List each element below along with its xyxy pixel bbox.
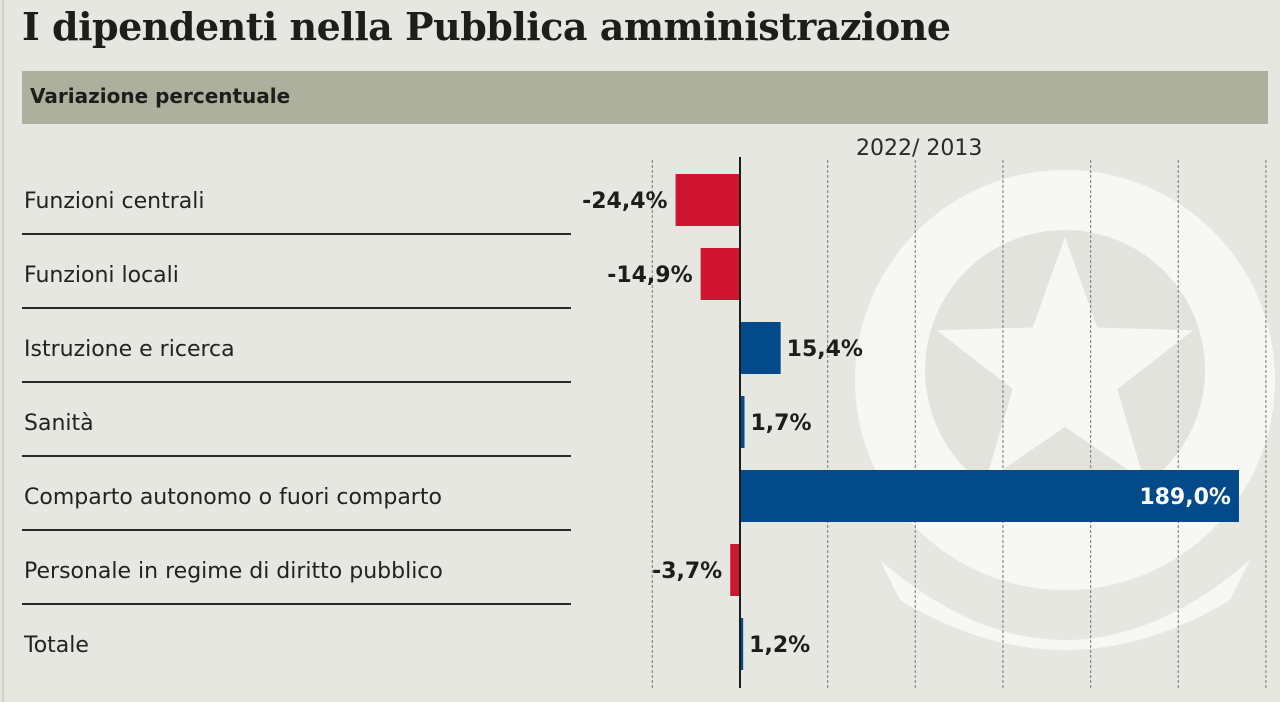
category-label: Istruzione e ricerca: [24, 337, 235, 362]
period-label: 2022/ 2013: [856, 136, 983, 161]
value-label: 189,0%: [1139, 485, 1231, 510]
subtitle-band: Variazione percentuale: [22, 71, 1268, 124]
bar: [700, 248, 740, 300]
bars: -24,4% -14,9% 15,4% 1,7% 189,0% -3,7% 1,2%: [582, 174, 1239, 670]
value-label: -24,4%: [582, 189, 667, 214]
category-label: Funzioni locali: [24, 263, 179, 288]
bar: [740, 618, 744, 670]
value-label: 15,4%: [787, 337, 863, 362]
category-rows: Funzioni centrali Funzioni locali Istruzio…: [22, 189, 571, 658]
emblem-watermark: [855, 170, 1275, 650]
value-label: 1,2%: [749, 633, 810, 658]
category-label: Totale: [23, 633, 89, 658]
bar: [740, 322, 781, 374]
value-label: 1,7%: [750, 411, 811, 436]
emblem-ribbon: [880, 560, 1250, 650]
bar: [740, 470, 1239, 522]
bar: [675, 174, 740, 226]
left-border: [2, 0, 4, 702]
category-label: Sanità: [24, 411, 94, 436]
bar: [740, 396, 745, 448]
value-label: -3,7%: [652, 559, 722, 584]
chart-subtitle: Variazione percentuale: [30, 84, 291, 108]
category-label: Funzioni centrali: [24, 189, 204, 214]
category-label: Personale in regime di diritto pubblico: [24, 559, 443, 584]
value-label: -14,9%: [607, 263, 692, 288]
bar: [730, 544, 740, 596]
chart-title: I dipendenti nella Pubblica amministrazi…: [22, 4, 951, 49]
category-label: Comparto autonomo o fuori comparto: [24, 485, 442, 510]
emblem-star: [936, 237, 1194, 482]
